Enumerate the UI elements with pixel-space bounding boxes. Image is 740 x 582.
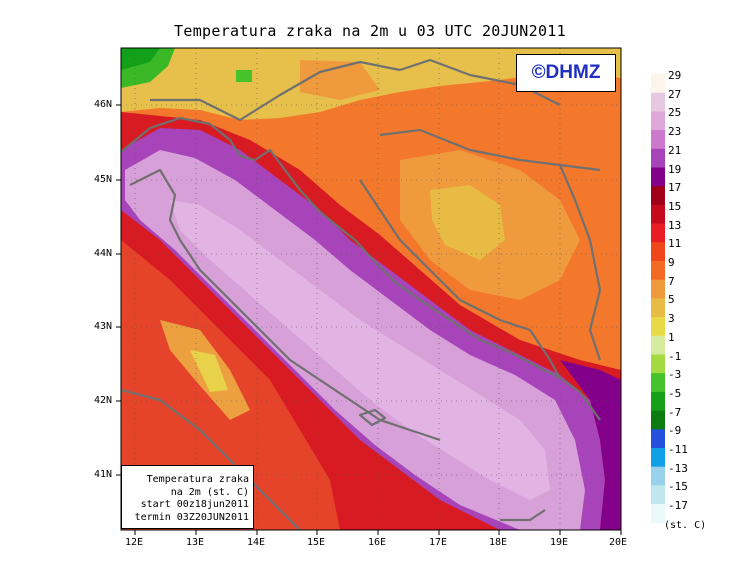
legend-swatch: [651, 429, 665, 449]
lon-label-17e: 17E: [429, 537, 448, 548]
legend-units: (st. C): [664, 520, 707, 531]
legend-label: -3: [668, 368, 682, 382]
legend-swatch: [651, 167, 665, 187]
legend-label: 13: [668, 218, 682, 232]
legend-swatch: [651, 298, 665, 318]
legend-label: -7: [668, 405, 682, 419]
lon-label-13e: 13E: [186, 537, 205, 548]
lon-label-20e: 20E: [609, 537, 628, 548]
legend-swatch: [651, 74, 665, 93]
legend-colorbar: [651, 74, 665, 524]
legend-swatch: [651, 279, 665, 299]
lon-label-14e: 14E: [247, 537, 266, 548]
legend-swatch: [651, 391, 665, 411]
legend-label: 21: [668, 143, 682, 157]
legend-label: 7: [668, 274, 675, 288]
legend-label: 27: [668, 87, 682, 101]
legend-swatch: [651, 485, 665, 505]
info-box: Temperatura zraka na 2m (st. C) start 00…: [121, 465, 254, 529]
lat-label-46n: 46N: [93, 99, 112, 110]
legend-label: 17: [668, 181, 682, 195]
info-line-variable: Temperatura zraka: [146, 474, 249, 485]
legend-swatch: [651, 111, 665, 131]
legend-label: 9: [668, 256, 675, 269]
legend-swatch: [651, 92, 665, 112]
legend-swatch: [651, 354, 665, 374]
legend-swatch: [651, 261, 665, 280]
legend-swatch: [651, 317, 665, 337]
lon-label-15e: 15E: [307, 537, 326, 548]
lon-label-18e: 18E: [489, 537, 508, 548]
legend-label: 1: [668, 330, 675, 344]
legend-swatch: [651, 410, 665, 430]
lat-label-42n: 42N: [93, 395, 112, 406]
legend-label: 23: [668, 125, 682, 139]
info-line-valid: termin 03Z20JUN2011: [134, 511, 249, 523]
legend-label: -13: [668, 461, 688, 475]
lat-label-45n: 45N: [93, 174, 112, 185]
lon-label-12e: 12E: [125, 537, 144, 548]
dhmz-logo: ©DHMZ: [516, 54, 616, 92]
legend-label: -15: [668, 480, 688, 494]
legend-swatch: [651, 466, 665, 486]
legend-swatch: [651, 223, 665, 243]
lat-label-41n: 41N: [93, 469, 112, 480]
map-title: Temperatura zraka na 2m u 03 UTC 20JUN20…: [174, 22, 566, 40]
legend-label: -5: [668, 386, 682, 400]
lat-label-44n: 44N: [93, 248, 112, 259]
adriatic-sea-inner: [170, 200, 550, 500]
legend-label: 11: [668, 237, 682, 251]
legend-swatch: [651, 335, 665, 355]
legend-label: 29: [668, 69, 682, 82]
legend-swatch: [651, 148, 665, 168]
legend-swatch: [651, 242, 665, 262]
legend-swatch: [651, 186, 665, 206]
legend-label: 15: [668, 199, 682, 213]
legend-label: 25: [668, 106, 682, 120]
plot-frame: [120, 47, 622, 531]
legend-label: -17: [668, 499, 688, 513]
info-line-units: na 2m (st. C): [170, 486, 249, 498]
legend-swatch: [651, 448, 665, 467]
legend-label: 19: [668, 162, 682, 176]
legend-label: -9: [668, 424, 682, 438]
legend-swatch: [651, 373, 665, 393]
legend-swatch: [651, 504, 665, 524]
legend-label: -11: [668, 443, 688, 456]
legend-label: 3: [668, 312, 675, 326]
legend-label: 5: [668, 293, 675, 307]
legend-swatch: [651, 204, 665, 224]
lon-label-19e: 19E: [550, 537, 569, 548]
legend-label: -1: [668, 349, 682, 363]
lon-label-16e: 16E: [368, 537, 387, 548]
legend-swatch: [651, 130, 665, 150]
info-line-start: start 00z18jun2011: [140, 499, 249, 510]
lat-label-43n: 43N: [93, 321, 112, 332]
